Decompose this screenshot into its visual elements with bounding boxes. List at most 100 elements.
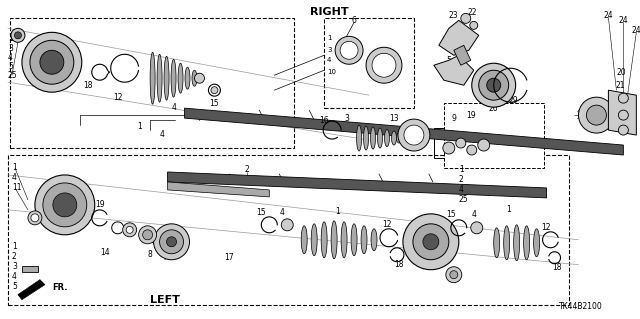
Ellipse shape (171, 59, 176, 97)
Text: 27: 27 (353, 52, 362, 58)
Text: 8: 8 (148, 250, 152, 259)
Text: 12: 12 (113, 93, 122, 102)
Bar (444, 103, 543, 168)
Text: 1: 1 (506, 205, 511, 214)
Ellipse shape (385, 130, 390, 146)
Ellipse shape (371, 229, 377, 251)
Circle shape (618, 125, 628, 135)
Text: 12: 12 (541, 223, 550, 232)
Circle shape (446, 267, 462, 283)
Circle shape (211, 87, 218, 94)
Polygon shape (18, 280, 45, 300)
Text: 3: 3 (8, 44, 13, 53)
Polygon shape (184, 108, 623, 155)
Text: 17: 17 (225, 253, 234, 262)
Polygon shape (168, 172, 547, 198)
Text: 7: 7 (162, 253, 167, 262)
Text: TK44B2100: TK44B2100 (559, 302, 602, 311)
Bar (434, 128, 499, 158)
Ellipse shape (150, 52, 155, 104)
Circle shape (470, 21, 477, 29)
Circle shape (35, 175, 95, 235)
Circle shape (618, 93, 628, 103)
Text: 4: 4 (8, 53, 13, 62)
Circle shape (28, 211, 42, 225)
Text: 4: 4 (159, 130, 164, 138)
Text: FR.: FR. (52, 283, 67, 292)
Text: 4: 4 (459, 185, 463, 194)
Circle shape (154, 224, 189, 260)
Text: LEFT: LEFT (150, 295, 179, 305)
Circle shape (31, 214, 39, 222)
Circle shape (281, 219, 293, 231)
Circle shape (477, 139, 490, 151)
Circle shape (11, 28, 25, 42)
Ellipse shape (301, 226, 307, 254)
Text: 23: 23 (449, 11, 459, 20)
Circle shape (166, 237, 177, 247)
Circle shape (43, 183, 87, 227)
Circle shape (340, 41, 358, 59)
Ellipse shape (164, 56, 169, 100)
Circle shape (123, 223, 137, 237)
Text: 26: 26 (489, 104, 499, 113)
Text: 15: 15 (210, 99, 220, 108)
Circle shape (403, 214, 459, 270)
Circle shape (450, 271, 458, 279)
Text: 5: 5 (446, 56, 451, 65)
Circle shape (472, 63, 516, 107)
Circle shape (443, 142, 455, 154)
Polygon shape (439, 20, 479, 55)
Text: 1: 1 (12, 163, 17, 173)
Circle shape (467, 145, 477, 155)
Text: 2: 2 (459, 175, 463, 184)
Ellipse shape (351, 224, 357, 256)
Text: 29: 29 (509, 96, 518, 105)
Text: RIGHT: RIGHT (310, 7, 348, 17)
Circle shape (461, 13, 471, 23)
Circle shape (479, 70, 509, 100)
Circle shape (404, 125, 424, 145)
Text: 25: 25 (459, 196, 468, 204)
Text: 19: 19 (95, 200, 104, 209)
Text: 15: 15 (446, 210, 456, 219)
Text: 18: 18 (552, 263, 561, 272)
Text: 24: 24 (618, 16, 628, 25)
Text: 1: 1 (8, 34, 13, 43)
Ellipse shape (378, 128, 383, 148)
Text: 25: 25 (8, 71, 18, 80)
Text: 6: 6 (351, 16, 356, 25)
Bar (324, 19, 414, 108)
Text: 1: 1 (12, 242, 17, 251)
Text: 1: 1 (327, 35, 332, 41)
Text: 13: 13 (389, 114, 399, 122)
Circle shape (423, 234, 439, 250)
Circle shape (126, 226, 133, 233)
Text: 19: 19 (466, 111, 476, 120)
Text: 2: 2 (12, 252, 17, 261)
Circle shape (159, 230, 184, 254)
Circle shape (22, 32, 82, 92)
Text: 24: 24 (604, 11, 613, 20)
Polygon shape (168, 182, 269, 197)
Ellipse shape (361, 226, 367, 254)
Text: 22: 22 (467, 8, 477, 17)
Text: 4: 4 (327, 57, 332, 63)
Polygon shape (609, 90, 636, 135)
Text: 28: 28 (390, 69, 399, 75)
Text: 21: 21 (616, 81, 625, 90)
Text: 1: 1 (335, 207, 339, 216)
Bar (8, 155, 568, 305)
Text: 5: 5 (8, 62, 13, 71)
Text: 20: 20 (616, 68, 626, 77)
Text: 4: 4 (280, 208, 285, 217)
Bar (22, 266, 38, 272)
Circle shape (139, 226, 157, 244)
Ellipse shape (534, 229, 540, 257)
Polygon shape (434, 55, 474, 85)
Circle shape (366, 47, 402, 83)
Circle shape (618, 110, 628, 120)
Ellipse shape (185, 67, 190, 89)
Text: 18: 18 (394, 260, 404, 269)
Circle shape (398, 119, 430, 151)
